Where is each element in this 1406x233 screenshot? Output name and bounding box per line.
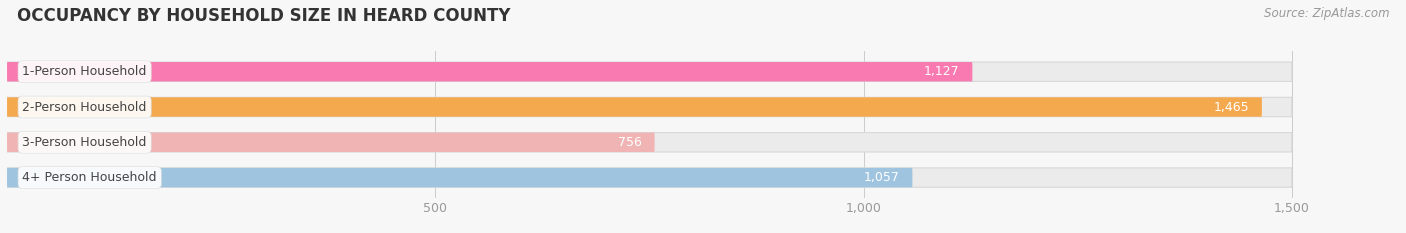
Text: 1,127: 1,127 [924,65,959,78]
Text: 2-Person Household: 2-Person Household [22,100,146,113]
Text: 3-Person Household: 3-Person Household [22,136,146,149]
Text: 756: 756 [617,136,641,149]
FancyBboxPatch shape [7,62,1292,81]
Text: 4+ Person Household: 4+ Person Household [22,171,157,184]
FancyBboxPatch shape [7,133,1292,152]
Text: OCCUPANCY BY HOUSEHOLD SIZE IN HEARD COUNTY: OCCUPANCY BY HOUSEHOLD SIZE IN HEARD COU… [17,7,510,25]
FancyBboxPatch shape [7,133,655,152]
Text: 1,057: 1,057 [863,171,900,184]
FancyBboxPatch shape [7,97,1292,117]
FancyBboxPatch shape [7,62,973,81]
Text: 1,465: 1,465 [1213,100,1249,113]
Text: Source: ZipAtlas.com: Source: ZipAtlas.com [1264,7,1389,20]
FancyBboxPatch shape [7,168,912,187]
Text: 1-Person Household: 1-Person Household [22,65,146,78]
FancyBboxPatch shape [7,97,1263,117]
FancyBboxPatch shape [7,168,1292,187]
